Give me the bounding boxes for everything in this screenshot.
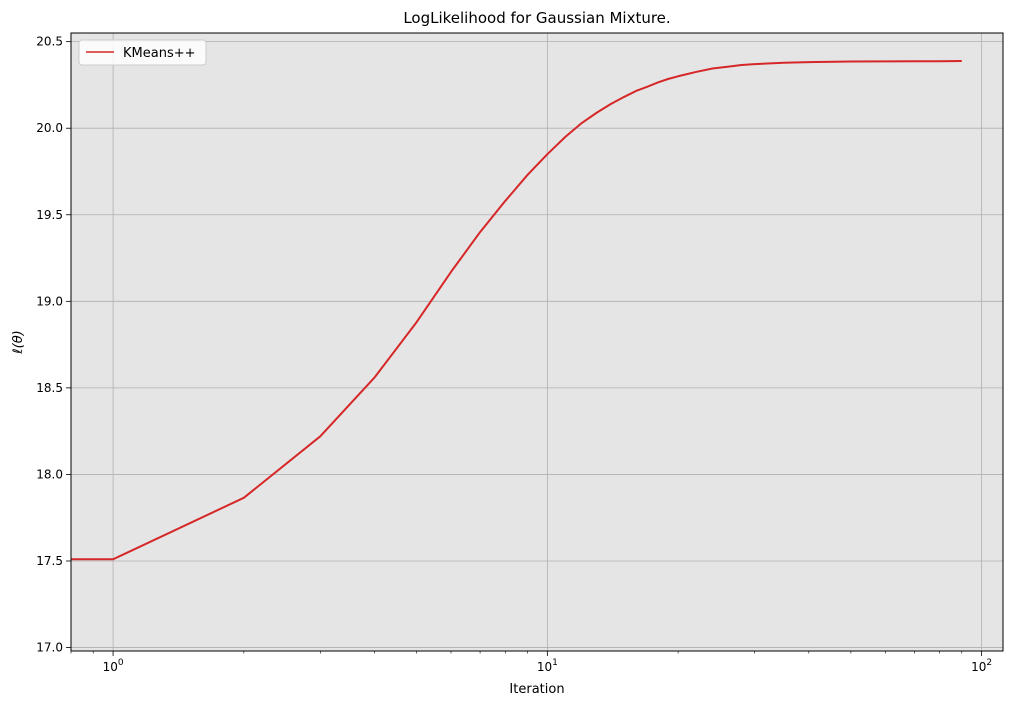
legend: KMeans++ (78, 39, 207, 66)
y-tick-label: 20.5 (36, 35, 63, 49)
x-tick-label: 101 (537, 658, 558, 674)
x-tick-label-base: 10 (537, 660, 552, 674)
series-line (71, 60, 962, 561)
x-tick-label: 102 (971, 658, 992, 674)
plot-frame (70, 32, 1004, 652)
plot-area (71, 33, 1003, 651)
x-axis-label: Iteration (509, 682, 564, 697)
x-tick-label-exponent: 1 (552, 658, 558, 668)
grid-lines (71, 33, 1003, 651)
legend-label: KMeans++ (123, 46, 196, 61)
x-axis: 100 101 102 (70, 651, 992, 674)
y-axis-label: ℓ(θ) (11, 330, 26, 354)
chart-title: LogLikelihood for Gaussian Mixture. (403, 9, 670, 27)
legend-box (78, 39, 207, 66)
y-tick-label: 18.5 (36, 381, 63, 395)
y-tick-label: 19.5 (36, 208, 63, 222)
x-tick-label-base: 10 (971, 660, 986, 674)
y-tick-label: 19.0 (36, 294, 63, 308)
series-layer (71, 60, 962, 561)
y-tick-label: 17.5 (36, 554, 63, 568)
x-tick-label-base: 10 (103, 660, 118, 674)
x-tick-label: 100 (103, 658, 124, 674)
y-tick-label: 20.0 (36, 121, 63, 135)
x-tick-label-exponent: 0 (118, 658, 124, 668)
y-tick-label: 18.0 (36, 467, 63, 481)
y-tick-label: 17.0 (36, 641, 63, 655)
x-tick-label-exponent: 2 (986, 658, 992, 668)
y-axis: 17.0 17.5 18.0 18.5 19.0 19.5 20.0 20.5 (36, 35, 71, 655)
